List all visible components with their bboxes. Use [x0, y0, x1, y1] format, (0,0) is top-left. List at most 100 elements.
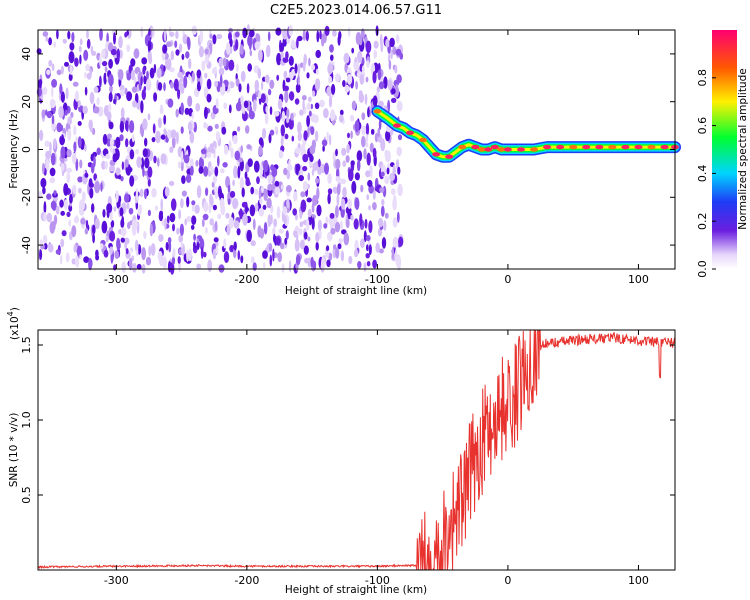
noise-cell	[328, 75, 333, 84]
noise-cell	[395, 34, 400, 44]
noise-cell	[268, 242, 273, 252]
noise-cell	[124, 193, 130, 203]
noise-cell	[128, 207, 134, 215]
noise-cell	[264, 74, 270, 83]
noise-cell	[294, 63, 298, 74]
noise-cell	[100, 182, 103, 192]
noise-cell	[334, 221, 341, 233]
noise-cell	[207, 259, 213, 273]
noise-cell	[186, 36, 190, 47]
noise-cell	[297, 74, 300, 86]
noise-cell	[102, 133, 108, 145]
noise-cell	[228, 59, 235, 71]
noise-cell	[49, 141, 52, 154]
noise-cell	[380, 171, 385, 177]
noise-cell	[168, 180, 175, 187]
noise-cell	[392, 217, 398, 228]
noise-cell	[93, 155, 96, 168]
noise-cell	[372, 95, 378, 107]
noise-cell	[381, 198, 385, 206]
noise-cell	[244, 171, 248, 180]
noise-cell	[245, 177, 250, 187]
noise-cell	[329, 44, 334, 53]
noise-cell	[391, 188, 396, 196]
noise-cell	[397, 183, 403, 197]
noise-cell	[300, 191, 306, 198]
noise-cell	[49, 167, 56, 177]
noise-cell	[170, 198, 177, 211]
noise-cell	[247, 158, 253, 168]
noise-cell	[114, 250, 119, 259]
noise-cell	[145, 256, 152, 266]
noise-cell	[377, 127, 381, 138]
noise-cell	[272, 227, 276, 237]
noise-cell	[365, 235, 371, 242]
noise-cell	[163, 65, 166, 72]
noise-cell	[38, 129, 44, 141]
noise-cell	[126, 202, 130, 210]
noise-cell	[152, 123, 156, 134]
noise-cell	[292, 208, 298, 216]
noise-cell	[128, 257, 133, 271]
noise-cell	[109, 85, 113, 93]
noise-cell	[211, 67, 217, 75]
noise-cell	[77, 136, 82, 149]
noise-cell	[281, 110, 286, 123]
noise-cell	[270, 204, 274, 214]
noise-cell	[175, 31, 179, 39]
noise-cell	[206, 151, 212, 158]
noise-cell	[83, 256, 90, 263]
noise-cell	[164, 217, 167, 231]
y-tick-label: -40	[20, 236, 33, 254]
noise-cell	[163, 82, 166, 92]
noise-cell	[221, 82, 226, 95]
noise-cell	[342, 186, 347, 199]
noise-cell	[163, 114, 167, 125]
noise-cell	[284, 90, 289, 103]
ridge-peak	[543, 144, 552, 150]
noise-cell	[331, 120, 336, 126]
noise-cell	[247, 63, 252, 72]
noise-cell	[199, 30, 204, 43]
noise-cell	[131, 134, 135, 143]
noise-cell	[270, 214, 273, 225]
noise-cell	[209, 218, 214, 226]
noise-cell	[306, 102, 312, 111]
noise-cell	[45, 36, 49, 42]
noise-cell	[263, 222, 268, 235]
noise-cell	[162, 44, 168, 54]
noise-cell	[379, 187, 385, 193]
x-tick-label: 100	[628, 273, 649, 286]
noise-cell	[396, 100, 403, 112]
noise-cell	[259, 198, 263, 205]
noise-cell	[258, 188, 262, 201]
noise-cell	[297, 121, 302, 134]
noise-cell	[327, 173, 332, 185]
noise-cell	[330, 54, 334, 61]
noise-cell	[136, 248, 139, 256]
noise-cell	[373, 49, 378, 59]
noise-cell	[267, 174, 273, 184]
noise-cell	[385, 38, 390, 48]
noise-cell	[250, 256, 255, 264]
noise-cell	[177, 161, 182, 169]
noise-cell	[354, 249, 359, 258]
noise-cell	[282, 206, 288, 216]
noise-cell	[62, 38, 67, 44]
noise-cell	[299, 211, 303, 219]
noise-cell	[78, 199, 85, 212]
noise-cell	[139, 188, 144, 198]
noise-cell	[93, 86, 99, 93]
noise-cell	[53, 190, 57, 196]
noise-cell	[258, 137, 264, 146]
noise-cell	[205, 187, 209, 196]
noise-cell	[51, 86, 54, 98]
noise-cell	[256, 176, 260, 185]
ridge-peak	[406, 130, 414, 135]
noise-cell	[42, 234, 48, 245]
noise-cell	[335, 148, 338, 157]
noise-cell	[196, 241, 200, 250]
noise-cell	[252, 262, 257, 271]
noise-cell	[55, 249, 61, 255]
noise-cell	[147, 40, 151, 53]
